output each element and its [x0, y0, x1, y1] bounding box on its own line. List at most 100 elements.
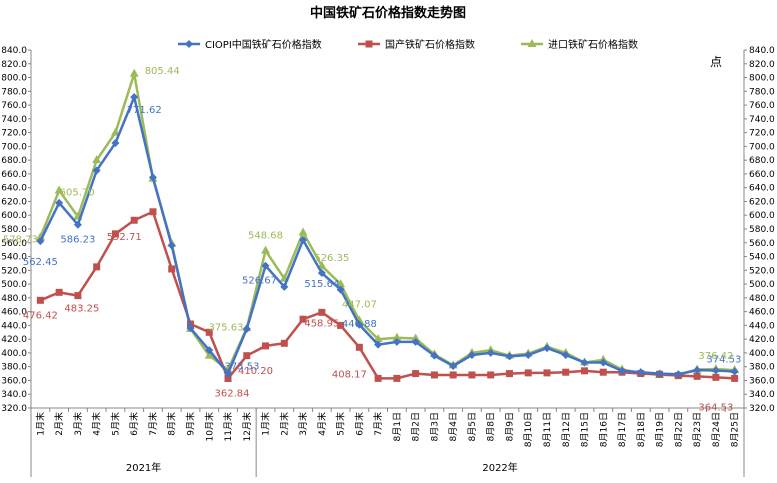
data-point: [149, 208, 157, 216]
y-tick-label-left: 540.0: [1, 253, 27, 263]
data-point: [130, 93, 139, 102]
y-tick-label-right: 660.0: [749, 170, 775, 180]
legend-label: CIOPI中国铁矿石价格指数: [205, 38, 322, 51]
x-tick-label: 3月末: [72, 412, 84, 436]
x-tick-label: 8月17日: [617, 412, 628, 447]
data-label: 526.67: [242, 276, 277, 287]
data-point: [374, 374, 382, 382]
data-point: [412, 370, 420, 378]
y-tick-label-left: 380.0: [1, 363, 27, 373]
y-tick-label-left: 400.0: [1, 349, 27, 359]
y-tick-label-right: 520.0: [749, 266, 775, 276]
data-point: [298, 227, 308, 236]
y-tick-label-left: 500.0: [1, 280, 27, 290]
y-tick-label-right: 820.0: [749, 60, 775, 70]
data-label: 376.42: [698, 351, 733, 362]
series-line: [39, 210, 735, 380]
data-point: [168, 265, 176, 273]
x-tick-label: 8月16日: [598, 412, 609, 447]
x-tick-label: 8月11日: [542, 412, 553, 447]
y-tick-label-left: 560.0: [1, 239, 27, 249]
data-point: [580, 358, 589, 367]
data-point: [599, 358, 608, 367]
data-point: [505, 370, 513, 378]
data-point: [542, 344, 551, 353]
data-point: [430, 371, 438, 379]
x-tick-label: 2月末: [278, 412, 290, 436]
data-point: [111, 230, 119, 238]
data-point: [374, 340, 383, 349]
x-tick-label: 8月9日: [504, 412, 515, 441]
x-tick-label: 8月15日: [580, 412, 591, 447]
y-tick-label-left: 800.0: [1, 74, 27, 84]
y-tick-label-left: 520.0: [1, 266, 27, 276]
data-point: [543, 369, 551, 377]
x-tick-label: 8月3日: [429, 412, 440, 441]
data-point: [280, 282, 289, 291]
data-point: [186, 324, 195, 333]
data-point: [299, 315, 307, 323]
data-point: [711, 366, 720, 375]
data-label: 440.88: [342, 319, 377, 330]
y-tick-label-right: 440.0: [749, 321, 775, 331]
y-tick-label-right: 320.0: [749, 404, 775, 414]
data-point: [299, 236, 308, 245]
y-tick-label-right: 680.0: [749, 156, 775, 166]
x-tick-label: 5月末: [109, 412, 121, 436]
data-point: [392, 332, 402, 341]
axes: 320.0 320.0 340.0 340.0 360.0 360.0 380.0 380.0…: [1, 46, 775, 477]
y-tick-label-left: 580.0: [1, 225, 27, 235]
y-tick-label-left: 480.0: [1, 294, 27, 304]
data-point: [262, 342, 270, 350]
x-tick-label: 8月5日: [467, 412, 478, 441]
data-point: [185, 40, 193, 48]
x-tick-label: 8月25日: [730, 412, 741, 447]
data-point: [467, 350, 476, 359]
data-point: [373, 334, 383, 343]
data-point: [355, 320, 364, 329]
y-tick-label-right: 800.0: [749, 74, 775, 84]
y-tick-label-left: 840.0: [1, 46, 27, 56]
legend: CIOPI中国铁矿石价格指数 国产铁矿石价格指数 进口铁矿石价格指数: [178, 38, 638, 51]
chart-title: 中国铁矿石价格指数走势图: [310, 5, 466, 21]
y-tick-label-right: 340.0: [749, 390, 775, 400]
y-tick-label-right: 740.0: [749, 115, 775, 125]
y-tick-label-left: 340.0: [1, 390, 27, 400]
y-tick-label-right: 460.0: [749, 308, 775, 318]
x-tick-label: 8月19日: [655, 412, 666, 447]
data-point: [355, 343, 363, 351]
y-tick-label-left: 680.0: [1, 156, 27, 166]
data-point: [486, 348, 495, 357]
data-point: [655, 369, 664, 378]
y-tick-label-right: 380.0: [749, 363, 775, 373]
data-label: 408.17: [332, 369, 367, 380]
x-tick-label: 8月4日: [448, 412, 459, 441]
data-point: [130, 216, 138, 224]
legend-label: 国产铁矿石价格指数: [385, 38, 475, 51]
data-label: 578.73: [3, 234, 38, 245]
x-tick-label: 4月末: [91, 412, 103, 436]
x-tick-label: 8月23日: [692, 412, 703, 447]
x-tick-label: 2月末: [53, 412, 65, 436]
data-point: [129, 68, 139, 77]
data-label: 410.20: [238, 366, 273, 377]
data-point: [392, 337, 401, 346]
data-point: [93, 263, 101, 271]
y-tick-label-left: 780.0: [1, 87, 27, 97]
data-point: [280, 339, 288, 347]
y-tick-label-right: 720.0: [749, 129, 775, 139]
x-tick-label: 8月2日: [411, 412, 422, 441]
data-point: [636, 368, 645, 377]
x-tick-label: 11月末: [222, 412, 234, 441]
data-label: 362.84: [215, 389, 250, 400]
data-label: 375.63: [209, 323, 244, 334]
data-point: [148, 173, 157, 182]
x-tick-label: 3月末: [297, 412, 309, 436]
data-point: [468, 371, 476, 379]
data-point: [674, 370, 683, 379]
data-point: [242, 324, 251, 333]
data-point: [336, 285, 345, 294]
y-tick-label-left: 440.0: [1, 321, 27, 331]
data-label: 605.70: [60, 187, 95, 198]
